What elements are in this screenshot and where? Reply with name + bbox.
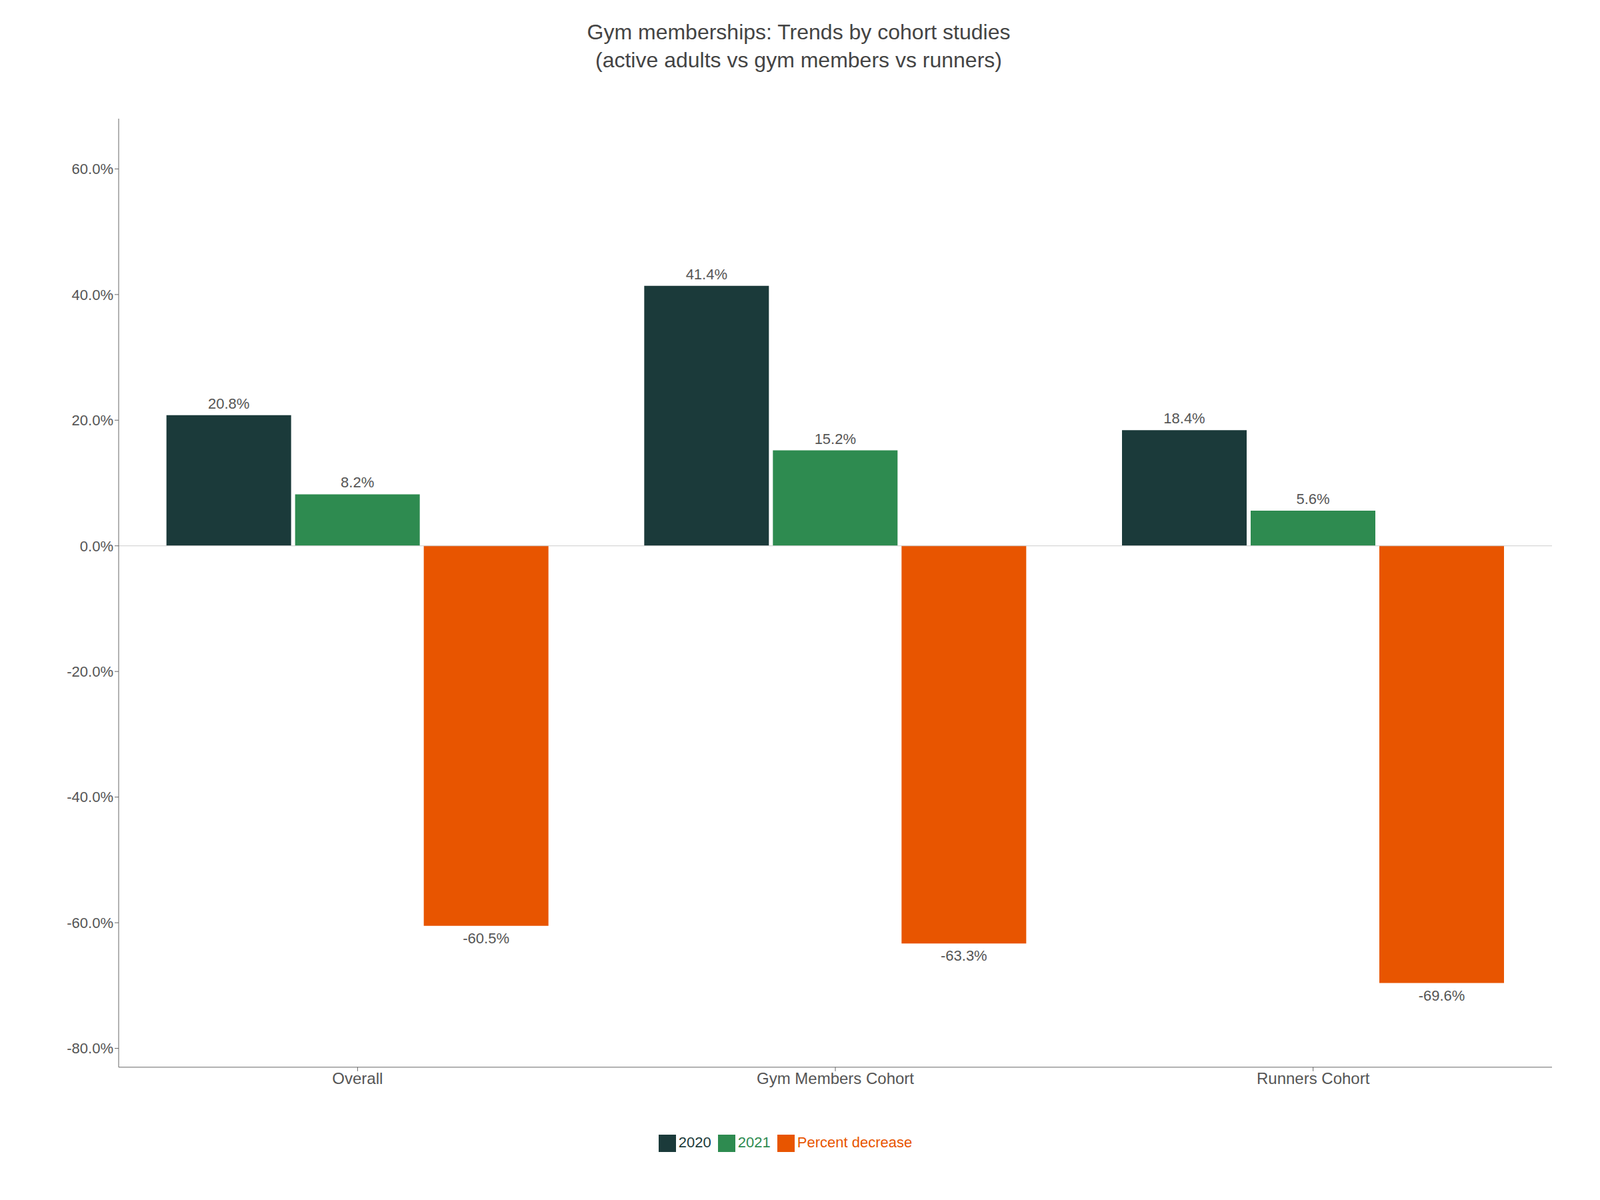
svg-text:8.2%: 8.2% xyxy=(340,474,374,491)
svg-text:20.0%: 20.0% xyxy=(72,412,114,429)
html-text:2021: 2021 xyxy=(737,1133,771,1151)
svg-text:-80.0%: -80.0% xyxy=(66,1040,114,1057)
svg-text:-40.0%: -40.0% xyxy=(66,788,114,806)
svg-text:5.6%: 5.6% xyxy=(1296,490,1330,508)
svg-text:41.4%: 41.4% xyxy=(686,266,728,283)
html-text:Gym memberships: Trends by coh: Gym memberships: Trends by cohort studie… xyxy=(587,20,1011,44)
svg-text:-20.0%: -20.0% xyxy=(66,663,114,680)
svg-text:Overall: Overall xyxy=(332,1069,383,1088)
svg-text:18.4%: 18.4% xyxy=(1163,410,1205,427)
html-text:(active adults vs gym members: (active adults vs gym members vs runners… xyxy=(595,47,1002,72)
svg-text:-60.5%: -60.5% xyxy=(462,930,510,947)
svg-text:-69.6%: -69.6% xyxy=(1418,987,1466,1004)
html-text:Percent decrease: Percent decrease xyxy=(797,1133,913,1151)
svg-text:Gym Members Cohort: Gym Members Cohort xyxy=(756,1069,914,1088)
svg-text:20.8%: 20.8% xyxy=(208,395,250,412)
svg-text:60.0%: 60.0% xyxy=(72,160,114,178)
svg-text:15.2%: 15.2% xyxy=(814,430,856,448)
html-text:2020: 2020 xyxy=(678,1133,712,1151)
svg-text:0.0%: 0.0% xyxy=(80,538,114,555)
svg-text:40.0%: 40.0% xyxy=(72,286,114,304)
svg-text:-63.3%: -63.3% xyxy=(940,947,988,964)
svg-text:Runners Cohort: Runners Cohort xyxy=(1256,1069,1370,1088)
svg-text:-60.0%: -60.0% xyxy=(66,914,114,932)
